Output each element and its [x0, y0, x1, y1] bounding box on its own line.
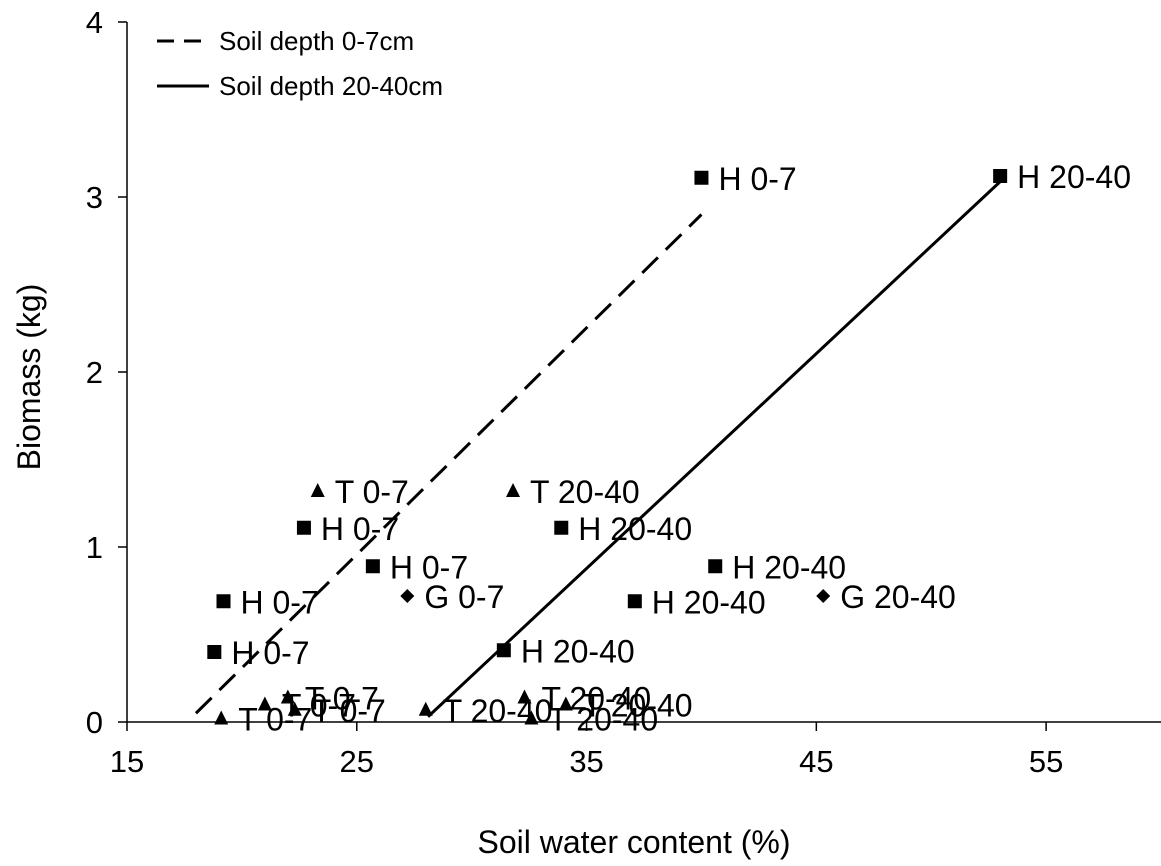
point-label: H 20-40 — [652, 584, 766, 620]
y-tick-label: 3 — [86, 180, 103, 215]
point-label: T 0-7 — [312, 693, 386, 729]
triangle-marker — [311, 483, 325, 497]
x-tick-label: 45 — [799, 744, 833, 779]
point-label: T 20-40 — [530, 474, 640, 510]
diamond-marker — [816, 589, 830, 603]
point-label: G 0-7 — [424, 579, 504, 615]
point-label: H 20-40 — [1017, 159, 1131, 195]
point-label: G 20-40 — [840, 579, 956, 615]
point-label: H 0-7 — [321, 511, 399, 547]
square-marker — [554, 521, 568, 535]
square-marker — [708, 559, 722, 573]
y-tick-label: 1 — [86, 530, 103, 565]
point-label: H 20-40 — [521, 633, 635, 669]
legend-label: Soil depth 20-40cm — [219, 71, 443, 101]
square-marker — [694, 171, 708, 185]
x-tick-label: 35 — [569, 744, 603, 779]
point-label: T 0-7 — [238, 702, 312, 738]
fit-line-20-40cm — [428, 180, 1002, 717]
square-marker — [628, 594, 642, 608]
square-marker — [993, 169, 1007, 183]
x-tick-label: 55 — [1029, 744, 1063, 779]
triangle-marker — [419, 702, 433, 716]
point-label: H 0-7 — [718, 161, 796, 197]
legend: Soil depth 0-7cm Soil depth 20-40cm — [157, 26, 443, 101]
point-label: T 20-40 — [548, 702, 658, 738]
x-axis-title: Soil water content (%) — [477, 824, 790, 860]
square-marker — [497, 643, 511, 657]
y-axis-title: Biomass (kg) — [11, 284, 47, 471]
square-marker — [366, 559, 380, 573]
square-marker — [217, 594, 231, 608]
y-tick-label: 4 — [86, 5, 103, 40]
point-label: H 0-7 — [231, 635, 309, 671]
triangle-marker — [506, 483, 520, 497]
legend-label: Soil depth 0-7cm — [219, 26, 414, 56]
point-label: H 0-7 — [241, 584, 319, 620]
diamond-marker — [400, 589, 414, 603]
x-tick-label: 25 — [340, 744, 374, 779]
point-label: T 0-7 — [335, 474, 409, 510]
y-tick-label: 2 — [86, 355, 103, 390]
y-tick-label: 0 — [86, 705, 103, 740]
square-marker — [297, 521, 311, 535]
point-label: H 20-40 — [578, 511, 692, 547]
square-marker — [207, 645, 221, 659]
x-tick-label: 15 — [110, 744, 144, 779]
point-label: H 20-40 — [732, 549, 846, 585]
